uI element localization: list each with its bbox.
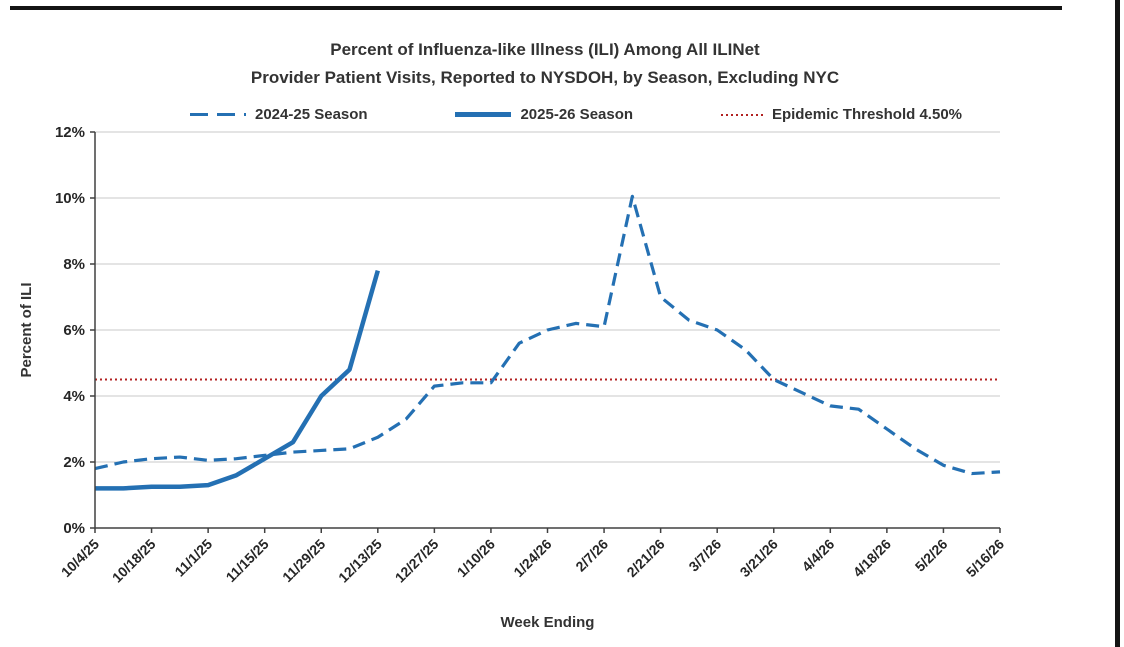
solid-line-swatch (455, 112, 512, 117)
x-tick-label: 10/4/25 (58, 536, 102, 580)
legend-label-2024-25: 2024-25 Season (255, 106, 368, 123)
x-tick-label: 11/29/25 (279, 536, 328, 585)
dashed-line-swatch (190, 113, 246, 116)
y-tick-label: 8% (63, 256, 85, 273)
legend-item-2024-25-season: 2024-25 Season (190, 106, 368, 123)
legend-item-2025-26-season: 2025-26 Season (455, 106, 633, 123)
chart-title-line2: Provider Patient Visits, Reported to NYS… (250, 68, 840, 88)
x-tick-label: 1/10/26 (454, 536, 498, 580)
x-tick-label: 4/4/26 (799, 536, 838, 575)
x-tick-label: 10/18/25 (109, 536, 159, 586)
legend-item-epidemic-threshold: Epidemic Threshold 4.50% (720, 106, 962, 123)
x-tick-label: 2/21/26 (623, 536, 667, 580)
top-border-line (10, 6, 1062, 10)
chart-legend: 2024-25 Season 2025-26 Season Epidemic T… (190, 106, 962, 123)
x-tick-label: 12/13/25 (335, 536, 385, 586)
x-tick-label: 3/7/26 (685, 536, 724, 575)
y-tick-label: 2% (63, 454, 85, 471)
x-tick-label: 4/18/26 (850, 536, 894, 580)
x-tick-label: 5/16/26 (963, 536, 1007, 580)
x-tick-label: 2/7/26 (572, 536, 611, 575)
series-line-2025-26-season (95, 269, 380, 491)
x-tick-label: 5/2/26 (912, 536, 951, 575)
x-axis-title: Week Ending (500, 614, 595, 631)
x-tick-label: 3/21/26 (737, 536, 781, 580)
y-tick-label: 0% (63, 520, 85, 537)
right-border-line (1115, 0, 1120, 647)
chart-title: Percent of Influenza-like Illness (ILI) … (0, 36, 1090, 92)
x-tick-label: 11/15/25 (222, 536, 271, 585)
y-tick-label: 6% (63, 322, 85, 339)
y-tick-label: 4% (63, 388, 85, 405)
y-tick-label: 12% (55, 124, 85, 141)
chart-title-line1: Percent of Influenza-like Illness (ILI) … (330, 40, 760, 59)
legend-label-threshold: Epidemic Threshold 4.50% (771, 106, 962, 123)
legend-label-2025-26: 2025-26 Season (520, 106, 634, 123)
dotted-line-swatch (720, 113, 763, 116)
series-line-2024-25-season (94, 194, 1001, 476)
x-tick-label: 1/24/26 (510, 536, 554, 580)
y-axis-title: Percent of ILI (18, 282, 35, 378)
x-tick-label: 12/27/25 (392, 536, 442, 586)
x-tick-label: 11/1/25 (171, 536, 215, 580)
y-tick-label: 10% (55, 190, 85, 207)
